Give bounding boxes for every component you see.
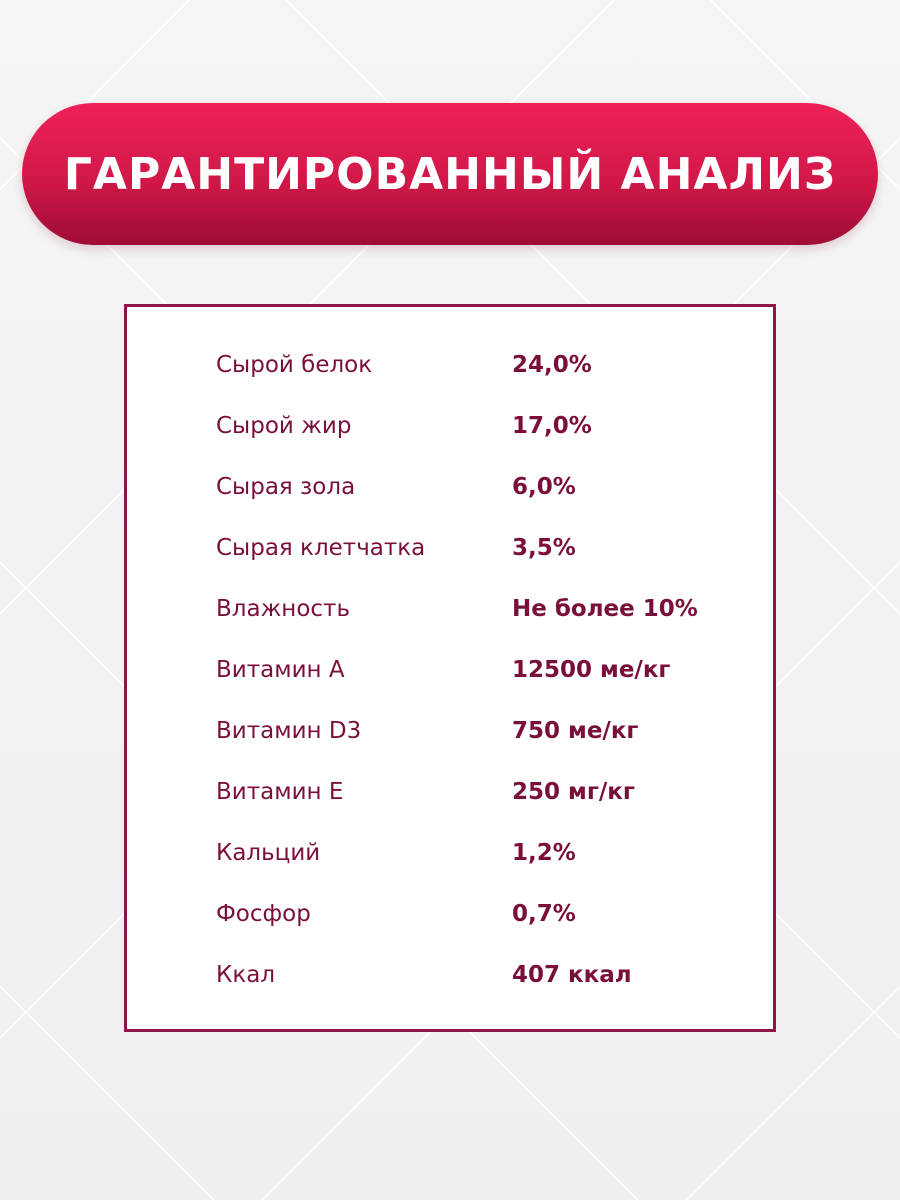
row-value: 17,0% [512, 413, 592, 439]
row-label: Сырой белок [216, 352, 373, 378]
row-label: Кальций [216, 840, 321, 866]
row-value: 407 ккал [512, 962, 632, 988]
row-value: 1,2% [512, 840, 576, 866]
title-banner: ГАРАНТИРОВАННЫЙ АНАЛИЗ [22, 103, 878, 245]
row-value: 6,0% [512, 474, 576, 500]
table-row: Ккал 407 ккал [127, 955, 773, 995]
row-value: Не более 10% [512, 596, 698, 622]
row-label: Витамин D3 [216, 718, 362, 744]
row-label: Сырая клетчатка [216, 535, 426, 561]
table-row: Сырой белок 24,0% [127, 345, 773, 385]
table-row: Витамин Е 250 мг/кг [127, 772, 773, 812]
table-row: Сырой жир 17,0% [127, 406, 773, 446]
row-value: 250 мг/кг [512, 779, 635, 805]
table-row: Влажность Не более 10% [127, 589, 773, 629]
row-value: 0,7% [512, 901, 576, 927]
table-row: Сырая клетчатка 3,5% [127, 528, 773, 568]
row-label: Ккал [216, 962, 276, 988]
row-value: 24,0% [512, 352, 592, 378]
row-value: 3,5% [512, 535, 576, 561]
row-label: Витамин А [216, 657, 345, 683]
row-label: Витамин Е [216, 779, 344, 805]
row-label: Фосфор [216, 901, 311, 927]
table-row: Витамин D3 750 ме/кг [127, 711, 773, 751]
row-label: Сырая зола [216, 474, 356, 500]
row-label: Сырой жир [216, 413, 352, 439]
row-value: 12500 ме/кг [512, 657, 671, 683]
table-row: Витамин А 12500 ме/кг [127, 650, 773, 690]
table-row: Кальций 1,2% [127, 833, 773, 873]
table-row: Сырая зола 6,0% [127, 467, 773, 507]
row-value: 750 ме/кг [512, 718, 639, 744]
page-title: ГАРАНТИРОВАННЫЙ АНАЛИЗ [63, 148, 837, 200]
analysis-table: Сырой белок 24,0% Сырой жир 17,0% Сырая … [124, 304, 776, 1032]
row-label: Влажность [216, 596, 351, 622]
table-row: Фосфор 0,7% [127, 894, 773, 934]
